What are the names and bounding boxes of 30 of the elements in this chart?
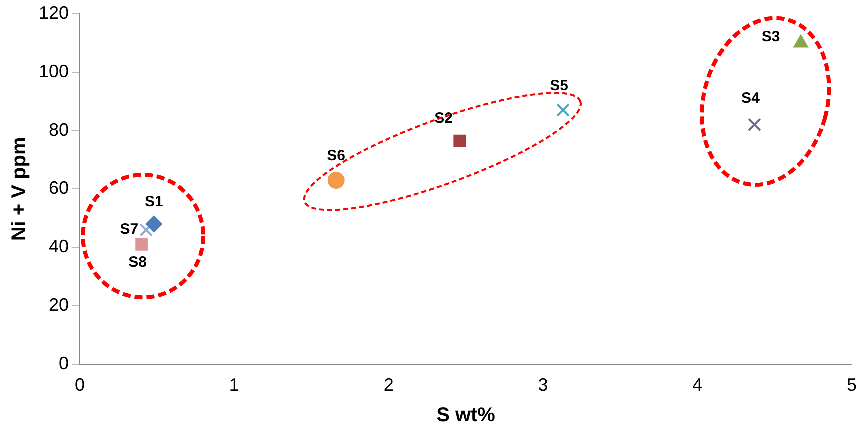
- y-tick-label: 60: [49, 178, 70, 198]
- x-tick-label: 1: [229, 375, 240, 396]
- y-axis-title: Ni + V ppm: [8, 137, 31, 242]
- point: [454, 134, 466, 148]
- point: [140, 223, 154, 237]
- point: [748, 118, 762, 132]
- x-tick-label: 4: [692, 375, 703, 396]
- point: [146, 216, 163, 233]
- series-label: S8: [128, 254, 147, 271]
- series-label: S3: [762, 28, 780, 46]
- series-label: S5: [550, 78, 568, 94]
- series-label: S1: [144, 193, 164, 210]
- series-label: S7: [120, 221, 139, 238]
- x-tick-label: 3: [538, 375, 548, 396]
- series-label: S6: [327, 148, 346, 165]
- series-label: S2: [434, 110, 454, 128]
- y-tick-label: 20: [49, 294, 70, 315]
- point: [136, 238, 148, 251]
- x-tick-label: 5: [846, 375, 858, 396]
- y-tick-label: 120: [38, 2, 70, 23]
- y-tick-label: 80: [49, 120, 70, 140]
- x-tick-label: 2: [384, 375, 394, 396]
- x-tick-label: 0: [75, 375, 86, 396]
- series-label: S4: [742, 90, 761, 108]
- x-axis-title: S wt%: [436, 404, 496, 427]
- y-tick-label: 0: [59, 353, 70, 374]
- y-tick-label: 100: [38, 61, 70, 82]
- y-tick-label: 40: [49, 236, 70, 257]
- point: [328, 172, 345, 189]
- point: [556, 104, 570, 118]
